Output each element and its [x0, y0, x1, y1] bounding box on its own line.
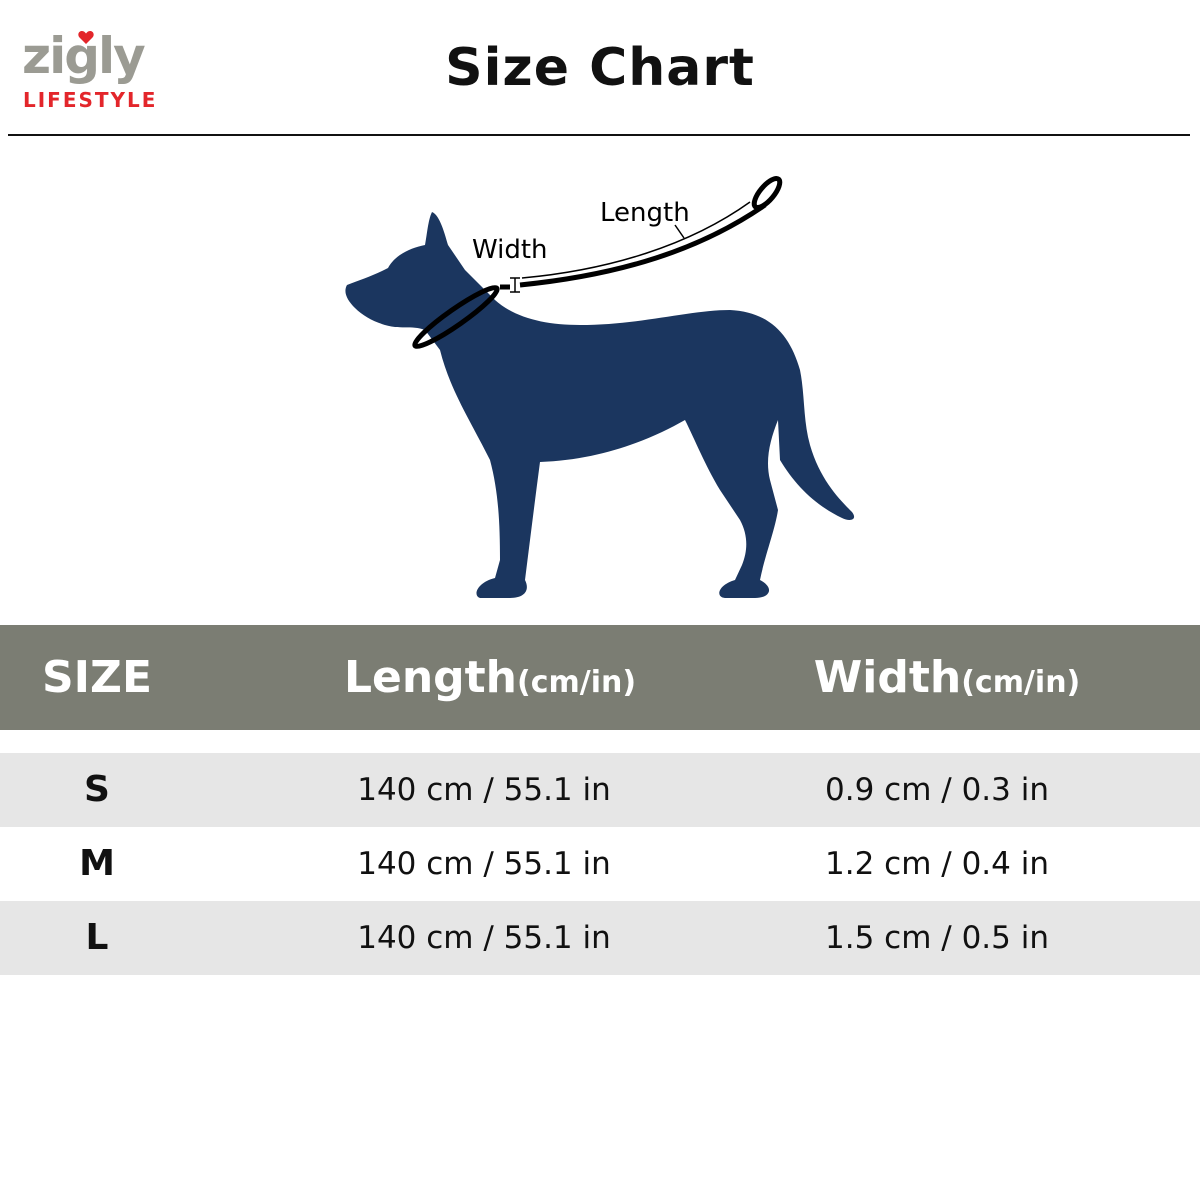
table-header: SIZE Length(cm/in) Width(cm/in)	[0, 625, 1200, 730]
logo-tagline: LIFESTYLE	[23, 88, 158, 112]
width-cell: 1.2 cm / 0.4 in	[825, 846, 1049, 882]
table-row: M 140 cm / 55.1 in 1.2 cm / 0.4 in	[0, 827, 1200, 901]
page-title: Size Chart	[445, 38, 755, 98]
header-length-unit: (cm/in)	[517, 665, 637, 700]
length-label: Length	[600, 198, 690, 228]
width-cell: 0.9 cm / 0.3 in	[825, 772, 1049, 808]
zigly-logo: zigly LIFESTYLE	[22, 28, 182, 113]
header-length: Length(cm/in)	[344, 625, 636, 730]
length-pointer	[674, 224, 685, 239]
leash-handle	[751, 175, 783, 211]
dog-leash-diagram: Length Width	[345, 175, 855, 598]
leash	[500, 202, 767, 290]
heart-icon	[78, 30, 94, 44]
header-width: Width(cm/in)	[814, 625, 1081, 730]
table-row: L 140 cm / 55.1 in 1.5 cm / 0.5 in	[0, 901, 1200, 975]
length-cell: 140 cm / 55.1 in	[357, 846, 611, 882]
header-size-label: SIZE	[41, 652, 153, 703]
width-label: Width	[472, 235, 548, 265]
length-cell: 140 cm / 55.1 in	[357, 772, 611, 808]
header-width-unit: (cm/in)	[961, 665, 1081, 700]
header-width-label: Width	[813, 652, 962, 703]
length-cell: 140 cm / 55.1 in	[357, 920, 611, 956]
size-cell: M	[79, 843, 115, 884]
table-row: S 140 cm / 55.1 in 0.9 cm / 0.3 in	[0, 753, 1200, 827]
size-cell: L	[85, 917, 109, 958]
width-cell: 1.5 cm / 0.5 in	[825, 920, 1049, 956]
collar	[412, 285, 500, 349]
divider	[8, 134, 1190, 136]
header-length-label: Length	[343, 652, 517, 703]
width-marker	[510, 277, 520, 293]
dog-silhouette	[345, 212, 855, 598]
size-cell: S	[84, 769, 110, 810]
header-size: SIZE	[42, 625, 152, 730]
leash-outline	[521, 201, 751, 279]
